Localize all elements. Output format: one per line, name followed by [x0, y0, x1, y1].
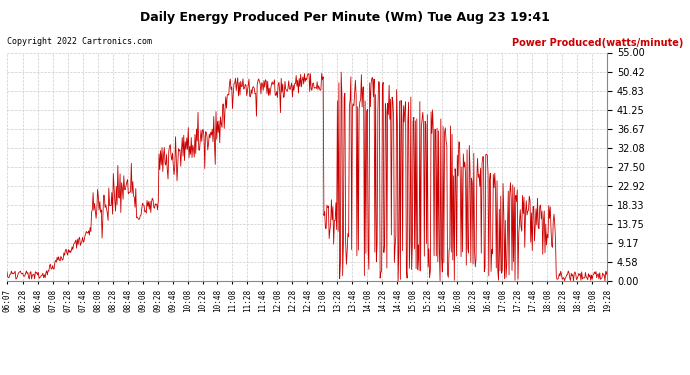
Text: Power Produced(watts/minute): Power Produced(watts/minute) [512, 38, 683, 48]
Text: Daily Energy Produced Per Minute (Wm) Tue Aug 23 19:41: Daily Energy Produced Per Minute (Wm) Tu… [140, 11, 550, 24]
Text: Copyright 2022 Cartronics.com: Copyright 2022 Cartronics.com [7, 38, 152, 46]
